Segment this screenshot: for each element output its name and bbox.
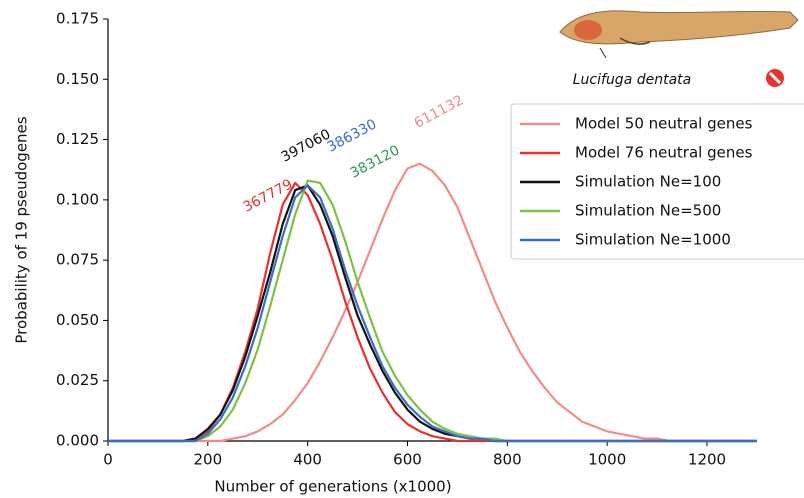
- legend: Model 50 neutral genes Model 76 neutral g…: [510, 103, 804, 260]
- y-tick-label: 0.000: [56, 432, 99, 450]
- legend-label: Model 50 neutral genes: [575, 115, 753, 133]
- y-tick-label: 0.100: [56, 190, 99, 208]
- x-tick-label: 600: [393, 451, 422, 469]
- legend-label: Model 76 neutral genes: [575, 144, 753, 162]
- y-tick-label: 0.150: [56, 70, 99, 88]
- y-tick-label: 0.025: [56, 371, 99, 389]
- y-tick-label: 0.175: [56, 10, 99, 28]
- x-tick-label: 1000: [588, 451, 626, 469]
- x-tick-label: 400: [293, 451, 322, 469]
- y-axis-label: Probability of 19 pseudogenes: [13, 116, 31, 343]
- legend-label: Simulation Ne=1000: [575, 231, 731, 249]
- y-tick-label: 0.050: [56, 311, 99, 329]
- image-caption: Lucifuga dentata: [573, 72, 692, 88]
- x-axis-label: Number of generations (x1000): [214, 478, 451, 496]
- line-series: [108, 184, 757, 443]
- line-series: [108, 162, 757, 443]
- legend-box: [510, 103, 804, 260]
- y-tick-label: 0.125: [56, 130, 99, 148]
- no-sign: [766, 69, 784, 87]
- x-tick-label: 1200: [688, 451, 726, 469]
- peak-annotation: 386330: [325, 116, 380, 155]
- y-tick-label: 0.075: [56, 251, 99, 269]
- legend-label: Simulation Ne=100: [575, 173, 721, 191]
- x-tick-label: 800: [493, 451, 522, 469]
- peak-annotation: 383120: [348, 142, 403, 181]
- legend-label: Simulation Ne=500: [575, 202, 721, 220]
- fish-image: [559, 10, 799, 59]
- peak-annotation: 611132: [412, 92, 467, 131]
- x-tick-label: 200: [194, 451, 223, 469]
- x-tick-label: 0: [103, 451, 113, 469]
- peak-annotation: 397060: [279, 126, 334, 165]
